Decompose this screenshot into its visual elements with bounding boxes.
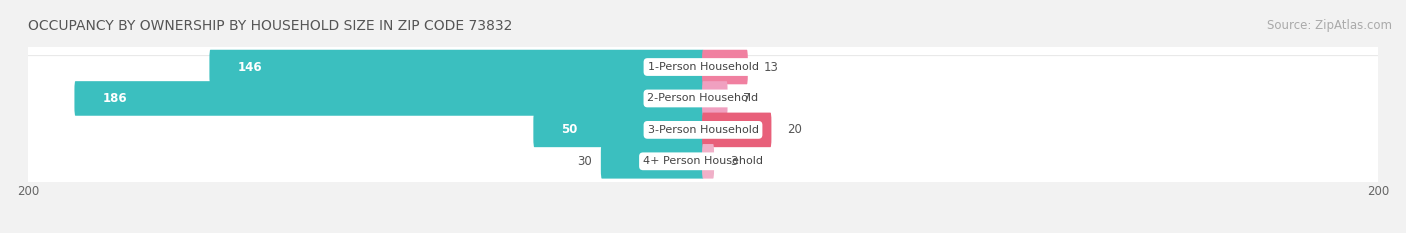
FancyBboxPatch shape <box>18 0 1388 173</box>
FancyBboxPatch shape <box>702 144 714 179</box>
Text: Source: ZipAtlas.com: Source: ZipAtlas.com <box>1267 19 1392 32</box>
Text: 30: 30 <box>576 155 592 168</box>
Text: 3-Person Household: 3-Person Household <box>648 125 758 135</box>
Text: 4+ Person Household: 4+ Person Household <box>643 156 763 166</box>
Text: 7: 7 <box>744 92 751 105</box>
FancyBboxPatch shape <box>702 113 772 147</box>
FancyBboxPatch shape <box>702 50 748 84</box>
Text: 146: 146 <box>238 61 262 74</box>
Text: 1-Person Household: 1-Person Household <box>648 62 758 72</box>
FancyBboxPatch shape <box>209 50 704 84</box>
Text: 20: 20 <box>787 123 803 136</box>
Text: 13: 13 <box>763 61 779 74</box>
Text: 3: 3 <box>730 155 737 168</box>
FancyBboxPatch shape <box>600 144 704 179</box>
FancyBboxPatch shape <box>18 24 1388 233</box>
Text: OCCUPANCY BY OWNERSHIP BY HOUSEHOLD SIZE IN ZIP CODE 73832: OCCUPANCY BY OWNERSHIP BY HOUSEHOLD SIZE… <box>28 19 513 33</box>
FancyBboxPatch shape <box>75 81 704 116</box>
FancyBboxPatch shape <box>533 113 704 147</box>
Text: 50: 50 <box>561 123 578 136</box>
FancyBboxPatch shape <box>702 81 727 116</box>
FancyBboxPatch shape <box>18 56 1388 233</box>
Text: 186: 186 <box>103 92 127 105</box>
FancyBboxPatch shape <box>18 0 1388 204</box>
Text: 2-Person Household: 2-Person Household <box>647 93 759 103</box>
